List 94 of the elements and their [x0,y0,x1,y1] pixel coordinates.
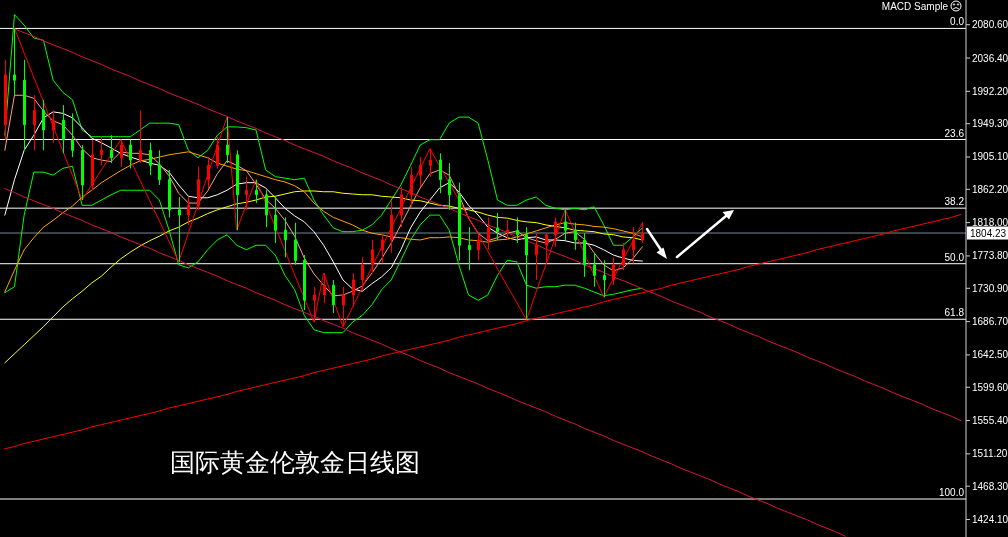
candlestick [187,196,190,226]
candlestick [100,136,103,166]
annotation: 23.6 [944,127,965,139]
candlestick [216,136,219,169]
candlestick [265,189,268,228]
candlestick [178,196,181,263]
candlestick [236,149,239,231]
candlestick [4,59,7,141]
candlestick [487,216,490,251]
candlestick [245,176,248,211]
candlestick [197,166,200,211]
candlestick [583,232,586,278]
candlestick [168,169,171,218]
candlestick [23,59,26,151]
candlestick [603,259,606,298]
annotation: 38.2 [944,196,965,208]
candlestick [52,109,55,144]
y-tick-label: 1686.70 [972,316,1008,328]
candlestick [371,239,374,274]
candlestick [149,142,152,176]
line-series [13,28,962,422]
line-series [4,188,846,537]
candlestick [525,226,528,321]
y-tick-label: 2036.40 [972,52,1008,64]
candlestick [120,139,123,168]
candlestick [33,94,36,151]
line-series [4,190,643,364]
candlestick [564,209,567,241]
candlestick [62,104,65,154]
candlestick [506,219,509,241]
y-tick-label: 1862.20 [972,183,1008,195]
annotation: 100.0 [938,487,965,499]
candlestick [458,182,461,261]
y-tick-label: 1992.20 [972,85,1008,97]
y-tick-label: 1949.30 [972,118,1008,130]
candlestick [390,199,393,254]
candlestick [419,156,422,188]
candlestick [13,27,16,96]
candlestick [91,139,94,191]
y-tick-label: 1468.30 [972,480,1008,492]
candlestick [429,148,432,178]
candlestick [516,216,519,244]
candlestick [352,272,355,308]
candlestick [284,216,287,258]
candlestick [207,156,210,189]
candlestick [477,232,480,261]
line-series [4,151,643,293]
candlestick [226,116,229,164]
annotation: 50.0 [944,251,965,263]
y-tick-label: 1905.10 [972,151,1008,163]
candlestick [468,226,471,271]
candlestick [496,212,499,241]
candlestick [294,222,297,266]
y-tick-label: 2080.60 [972,19,1008,31]
candlestick [632,226,635,264]
candlestick [361,256,364,291]
candlestick [381,232,384,264]
y-tick-label: 1599.60 [972,381,1008,393]
candlestick [439,152,442,194]
candlestick [71,112,74,158]
annotation: MACD Sample [881,1,949,12]
candlestick [158,149,161,186]
y-tick-label: 1555.40 [972,415,1008,427]
candlestick [535,232,538,281]
candlestick [622,242,625,271]
candlestick [448,162,451,211]
y-tick-label: 1424.10 [972,514,1008,526]
candlestick [593,252,596,288]
line-series [4,14,643,246]
text: 国际黄金伦敦金日线图 [170,448,420,477]
y-tick-label: 1642.50 [972,349,1008,361]
y-tick-label: 1773.80 [972,250,1008,262]
candlestick [129,139,132,169]
candlestick [574,222,577,251]
candlestick [554,216,557,248]
candlestick [545,232,548,264]
candlestick [110,134,113,164]
y-tick-label: 1818.00 [972,217,1008,229]
candlestick [332,279,335,314]
candlestick [313,286,316,323]
candlestick [323,272,326,304]
y-tick-label: 1730.90 [972,282,1008,294]
candlestick [612,256,615,286]
annotation: 0.0 [950,16,965,28]
candlestick [42,99,45,151]
candlestick [410,166,413,208]
candlestick [274,196,277,244]
candlestick [255,179,258,204]
candlestick [139,109,142,164]
y-tick-label: 1511.20 [972,448,1008,460]
candlestick [400,186,403,228]
ref-line-label: 1804.23 [970,227,1007,239]
annotation: 61.8 [944,307,965,319]
candlestick [303,254,306,311]
